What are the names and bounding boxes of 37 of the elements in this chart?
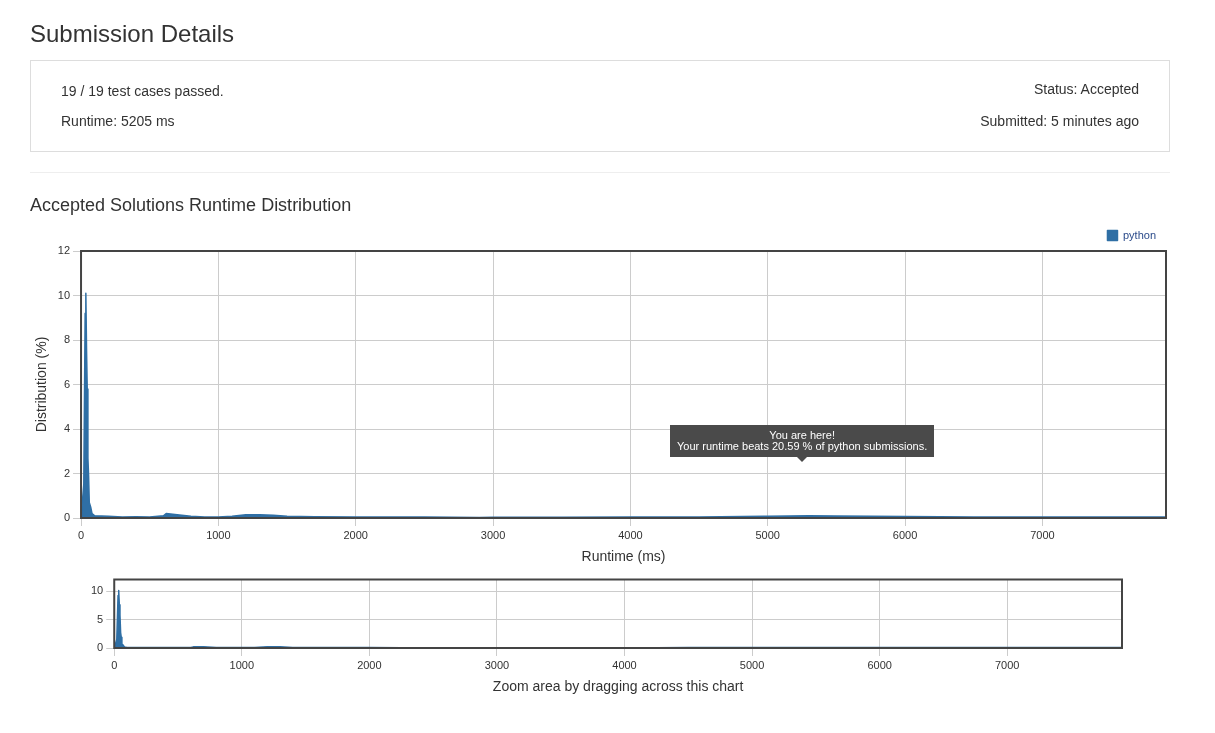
text: Runtime: 5205 ms [61,113,175,129]
x-tick-label: 5000 [739,658,765,671]
y-tick-label: 8 [63,333,71,346]
x-tick-label: 3000 [480,528,506,541]
x-axis-title: Runtime (ms) [581,548,666,565]
text: Status: Accepted [1033,81,1139,97]
x-tick-label: 6000 [892,528,918,541]
annotation: You are here! Your runtime beats 20.59 % of python submissions. [670,425,935,457]
legend-label: python [1122,228,1156,241]
x-tick-label: 7000 [1030,528,1055,541]
x-tick-label: 5000 [755,528,780,541]
text: 19 / 19 test cases passed. [61,83,224,99]
y-tick-label: 10 [57,288,71,301]
y-tick-label: 10 [90,584,104,597]
x-tick-label: 4000 [612,658,637,671]
y-tick-label: 5 [97,612,104,625]
x-tick-label: 3000 [484,658,510,671]
x-axis-title: Zoom area by dragging across this chart [492,678,744,695]
y-tick-label: 4 [63,422,71,435]
x-tick-label: 0 [77,528,85,541]
x-tick-label: 7000 [994,658,1020,671]
text: Submission Details [30,20,236,48]
y-tick-label: 2 [63,466,71,479]
y-tick-label: 0 [97,641,104,654]
x-tick-label: 6000 [867,658,892,671]
y-tick-label: 0 [63,511,71,524]
x-tick-label: 0 [111,658,118,671]
y-axis-title: Distribution (%) [33,336,50,433]
x-tick-label: 2000 [357,658,382,671]
y-tick-label: 12 [57,244,71,257]
y-tick-label: 6 [63,377,71,390]
x-tick-label: 1000 [229,658,255,671]
text: Submitted: 5 minutes ago [980,113,1139,129]
x-tick-label: 4000 [618,528,643,541]
x-tick-label: 1000 [206,528,231,541]
chart-title: Accepted Solutions Runtime Distribution [30,195,353,216]
x-tick-label: 2000 [343,528,368,541]
